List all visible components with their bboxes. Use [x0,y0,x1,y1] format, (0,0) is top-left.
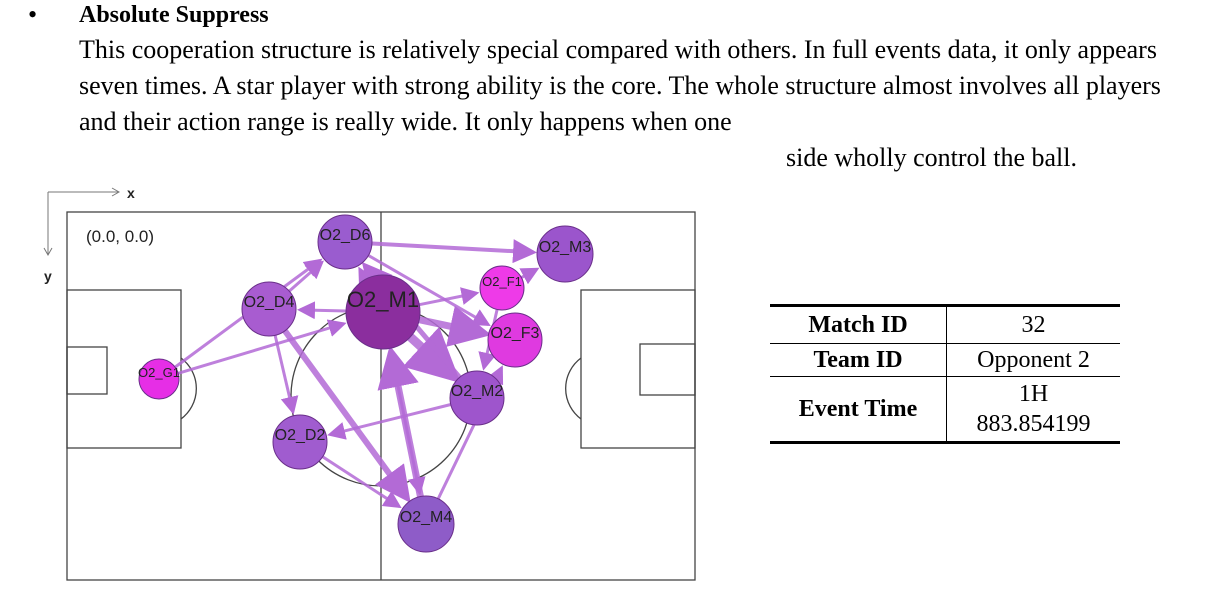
player-circle [138,358,180,400]
player-nodes: O2_G1 O2_D4 O2_D2 O2_D6 O2_M1 O2_M2 O2_M3 O2_M4… [138,214,594,553]
list-bullet: • [28,0,38,29]
pass-edge [402,326,461,384]
player-node: O2_D4 [241,281,297,337]
pass-edge [519,267,540,285]
player-node: O2_F3 [487,312,543,368]
section-paragraph: This cooperation structure is relatively… [79,32,1199,176]
player-circle [397,495,455,553]
match-id-label: Match ID [770,304,947,344]
player-label: O2_F1 [482,274,522,289]
player-node: O2_M2 [449,370,505,426]
player-node: O2_D2 [272,414,328,470]
section-heading: Absolute Suppress [79,2,269,28]
pass-edge [371,239,538,264]
table-row: Team ID Opponent 2 [770,343,1120,377]
player-label: O2_D6 [320,227,371,244]
player-label: O2_M1 [347,287,419,312]
pass-edge [418,305,492,347]
team-id-label: Team ID [770,343,947,377]
player-label: O2_G1 [138,365,180,380]
pass-edge [282,329,411,504]
pass-edge [296,301,347,320]
player-circle [272,414,328,470]
player-label: O2_D2 [275,427,326,444]
player-node: O2_G1 [138,358,180,400]
table-row: Event Time 1H 883.854199 [770,376,1120,444]
origin-label: (0.0, 0.0) [86,227,154,246]
match-id-value: 32 [946,304,1120,344]
pass-network-figure: x y (0.0, 0.0) O2_G1 O2_D4 O2_D2 O2_D6 O2_M1… [43,185,696,581]
player-label: O2_M4 [400,509,453,526]
team-id-value: Opponent 2 [946,343,1120,377]
pass-edge [377,345,424,498]
axis-x-label: x [127,185,135,201]
table-row: Match ID 32 [770,304,1120,344]
player-circle [479,265,525,311]
event-half: 1H [1018,381,1049,407]
pass-edge [321,455,402,509]
paragraph-last-line: side wholly control the ball. [786,143,1078,172]
player-label: O2_M2 [451,383,504,400]
pass-edge [273,334,299,415]
player-circle [487,312,543,368]
player-label: O2_D4 [244,294,295,311]
pass-edge [327,403,452,440]
player-circle [317,214,373,270]
player-circle [241,281,297,337]
axis-y-label: y [44,268,52,284]
paragraph-text: This cooperation structure is relatively… [79,35,1161,136]
player-node: O2_F1 [479,265,525,311]
player-node: O2_D6 [317,214,373,270]
player-node: O2_M1 [345,274,421,350]
event-seconds: 883.854199 [976,411,1091,437]
player-label: O2_F3 [491,325,540,342]
match-info-table: Match ID 32 Team ID Opponent 2 Event Tim… [770,304,1120,444]
player-circle [345,274,421,350]
pass-edge [177,319,347,375]
player-circle [449,370,505,426]
event-time-label: Event Time [770,376,947,444]
pass-edge [288,260,324,293]
player-node: O2_M4 [397,495,455,553]
axis-indicator: x y [43,185,135,284]
pass-edge [358,266,375,287]
player-label: O2_M3 [539,239,592,256]
event-time-value: 1H 883.854199 [946,376,1120,444]
player-circle [536,225,594,283]
player-node: O2_M3 [536,225,594,283]
pass-edge [418,287,480,307]
